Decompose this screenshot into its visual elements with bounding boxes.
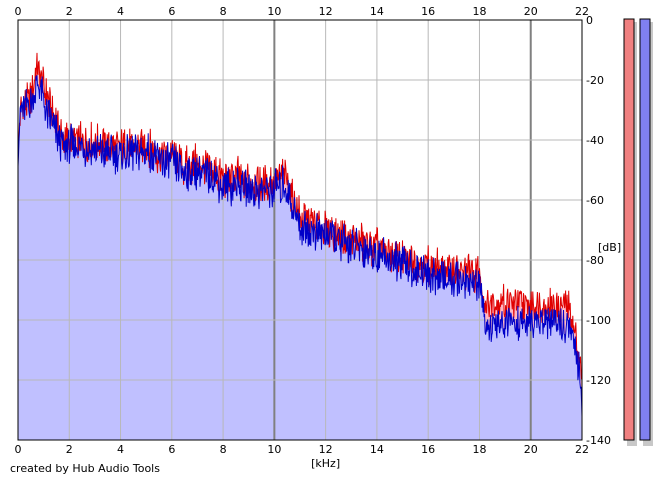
x-tick-label-bottom: 22 bbox=[575, 443, 589, 456]
x-tick-label-bottom: 18 bbox=[472, 443, 486, 456]
x-tick-label-top: 14 bbox=[370, 5, 384, 18]
level-meter-right bbox=[639, 18, 651, 441]
x-tick-label-bottom: 4 bbox=[117, 443, 124, 456]
x-tick-label-bottom: 8 bbox=[220, 443, 227, 456]
y-tick-label: 0 bbox=[586, 14, 593, 27]
y-tick-label: -80 bbox=[586, 254, 604, 267]
series-line-1 bbox=[17, 75, 583, 417]
y-tick-label: -40 bbox=[586, 134, 604, 147]
x-tick-label-top: 0 bbox=[15, 5, 22, 18]
x-tick-label-top: 22 bbox=[575, 5, 589, 18]
y-tick-label: -60 bbox=[586, 194, 604, 207]
x-tick-label-bottom: 12 bbox=[319, 443, 333, 456]
x-tick-label-bottom: 0 bbox=[15, 443, 22, 456]
x-tick-label-bottom: 16 bbox=[421, 443, 435, 456]
x-axis-label: [kHz] bbox=[311, 457, 340, 470]
x-tick-label-top: 2 bbox=[66, 5, 73, 18]
x-tick-label-top: 16 bbox=[421, 5, 435, 18]
x-tick-label-top: 18 bbox=[472, 5, 486, 18]
series-fill-1 bbox=[18, 75, 582, 440]
x-tick-label-bottom: 6 bbox=[168, 443, 175, 456]
x-tick-label-top: 10 bbox=[267, 5, 281, 18]
x-tick-label-top: 12 bbox=[319, 5, 333, 18]
level-meter-left bbox=[623, 18, 635, 441]
x-tick-label-bottom: 14 bbox=[370, 443, 384, 456]
y-axis-label: [dB] bbox=[598, 241, 621, 254]
x-tick-label-top: 20 bbox=[524, 5, 538, 18]
x-tick-label-bottom: 20 bbox=[524, 443, 538, 456]
y-tick-label: -140 bbox=[586, 434, 611, 447]
credit-text: created by Hub Audio Tools bbox=[10, 462, 160, 475]
y-tick-label: -100 bbox=[586, 314, 611, 327]
y-tick-label: -20 bbox=[586, 74, 604, 87]
x-tick-label-bottom: 2 bbox=[66, 443, 73, 456]
x-tick-label-top: 4 bbox=[117, 5, 124, 18]
x-tick-label-top: 6 bbox=[168, 5, 175, 18]
plot-frame bbox=[17, 19, 583, 441]
y-tick-label: -120 bbox=[586, 374, 611, 387]
x-tick-label-top: 8 bbox=[220, 5, 227, 18]
x-tick-label-bottom: 10 bbox=[267, 443, 281, 456]
